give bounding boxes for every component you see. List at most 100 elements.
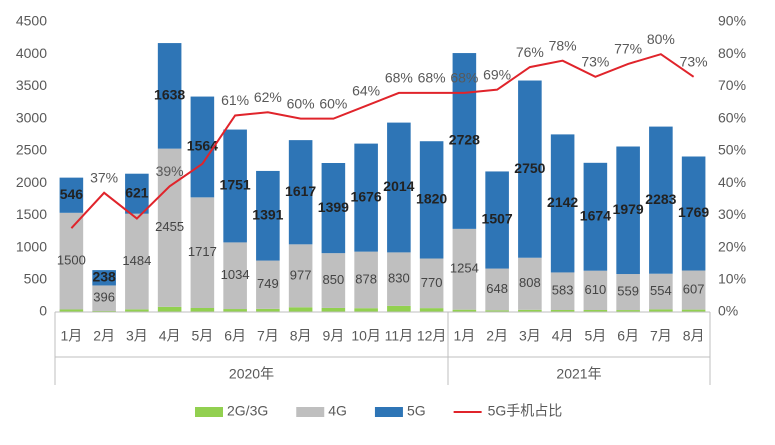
data-label: 1034 [221, 267, 250, 282]
group-label: 2020年 [229, 366, 274, 382]
y2-tick-label: 90% [718, 13, 746, 29]
bar-segment [387, 122, 411, 253]
bar-segment [256, 260, 280, 309]
x-tick-label: 4月 [552, 328, 574, 344]
x-tick-label: 2月 [93, 328, 115, 344]
x-tick-label: 3月 [519, 328, 541, 344]
x-tick-label: 7月 [257, 328, 279, 344]
data-label: 238 [92, 268, 116, 284]
bar-segment [583, 270, 608, 311]
data-label: 610 [585, 282, 607, 297]
bar-segment [485, 310, 509, 312]
line-series [70, 53, 695, 229]
bar-segment [583, 162, 608, 271]
data-label: 1676 [351, 188, 382, 204]
data-label: 546 [60, 186, 84, 202]
x-tick-label: 8月 [290, 328, 312, 344]
bar-segment [387, 252, 411, 306]
line-label: 60% [319, 95, 347, 111]
bar-segment [550, 134, 575, 273]
line-label: 73% [680, 53, 708, 69]
bar-segment [190, 96, 215, 198]
data-label: 559 [617, 283, 639, 298]
legend-swatch [374, 407, 403, 417]
bar-segment [354, 308, 378, 312]
bar-segment [681, 309, 706, 312]
x-tick-label: 5月 [584, 328, 606, 344]
data-label: 977 [290, 267, 312, 282]
line-label: 68% [385, 70, 413, 86]
bar-segment [125, 213, 149, 310]
data-label: 1717 [188, 244, 217, 259]
line-label: 69% [483, 66, 511, 82]
bar-segment [157, 306, 182, 312]
line-label: 68% [418, 70, 446, 86]
y2-tick-label: 70% [718, 77, 746, 93]
y2-tick-label: 40% [718, 174, 746, 190]
bar-segment [288, 244, 313, 308]
data-label: 648 [486, 281, 508, 296]
bar-segment [157, 148, 182, 307]
data-label: 1507 [482, 211, 513, 227]
bar-segment [452, 53, 477, 229]
line-label: 60% [287, 95, 315, 111]
data-label: 2728 [449, 132, 480, 148]
bar-segment [59, 212, 84, 310]
bar-segment [550, 310, 575, 312]
x-tick-label: 5月 [191, 328, 213, 344]
bar-segment [354, 251, 378, 309]
y2-tick-label: 0% [718, 303, 738, 319]
bar-segment [223, 242, 247, 310]
bar-segment [518, 309, 542, 312]
x-tick-label: 3月 [126, 328, 148, 344]
x-tick-label: 1月 [453, 328, 475, 344]
data-label: 2283 [645, 191, 676, 207]
y2-tick-label: 20% [718, 238, 746, 254]
y2-tick-label: 60% [718, 109, 746, 125]
y2-tick-label: 10% [718, 270, 746, 286]
x-tick-label: 6月 [617, 328, 639, 344]
bar-segment [681, 156, 706, 271]
legend-swatch [296, 407, 325, 417]
data-label: 607 [683, 281, 705, 296]
bar-segment [157, 43, 182, 149]
bar-segment [649, 309, 673, 312]
bar-segment [616, 310, 640, 312]
group-label: 2021年 [556, 366, 601, 382]
data-label: 1820 [416, 191, 447, 207]
bar-segment [125, 309, 149, 312]
data-label: 749 [257, 276, 279, 291]
legend-label: 2G/3G [227, 403, 268, 419]
x-tick-label: 11月 [385, 328, 414, 344]
data-label: 2142 [547, 194, 578, 210]
legend-label: 5G [407, 403, 426, 419]
y-tick-label: 0 [39, 303, 47, 319]
data-label: 808 [519, 275, 541, 290]
line-label: 39% [156, 163, 184, 179]
y-tick-label: 500 [24, 270, 48, 286]
data-label: 1979 [613, 201, 644, 217]
y-tick-label: 2500 [16, 142, 47, 158]
bar-segment [419, 258, 444, 309]
data-label: 850 [323, 272, 345, 287]
line-label: 68% [450, 70, 478, 86]
bar-segment [59, 177, 84, 213]
data-label: 2455 [155, 219, 184, 234]
y-tick-label: 4500 [16, 13, 47, 29]
bar-segment [92, 270, 116, 286]
x-tick-label: 12月 [417, 328, 447, 344]
x-tick-label: 7月 [650, 328, 672, 344]
bar-segment [256, 308, 280, 312]
legend-label: 5G手机占比 [488, 403, 563, 419]
data-label: 554 [650, 283, 672, 298]
x-tick-label: 1月 [60, 328, 82, 344]
bar-segment [583, 310, 608, 312]
line-label: 64% [352, 82, 380, 98]
y2-tick-label: 50% [718, 142, 746, 158]
line-label: 73% [581, 53, 609, 69]
line-label: 77% [614, 41, 642, 57]
data-label: 1769 [678, 204, 709, 220]
bar-segment [125, 173, 149, 214]
